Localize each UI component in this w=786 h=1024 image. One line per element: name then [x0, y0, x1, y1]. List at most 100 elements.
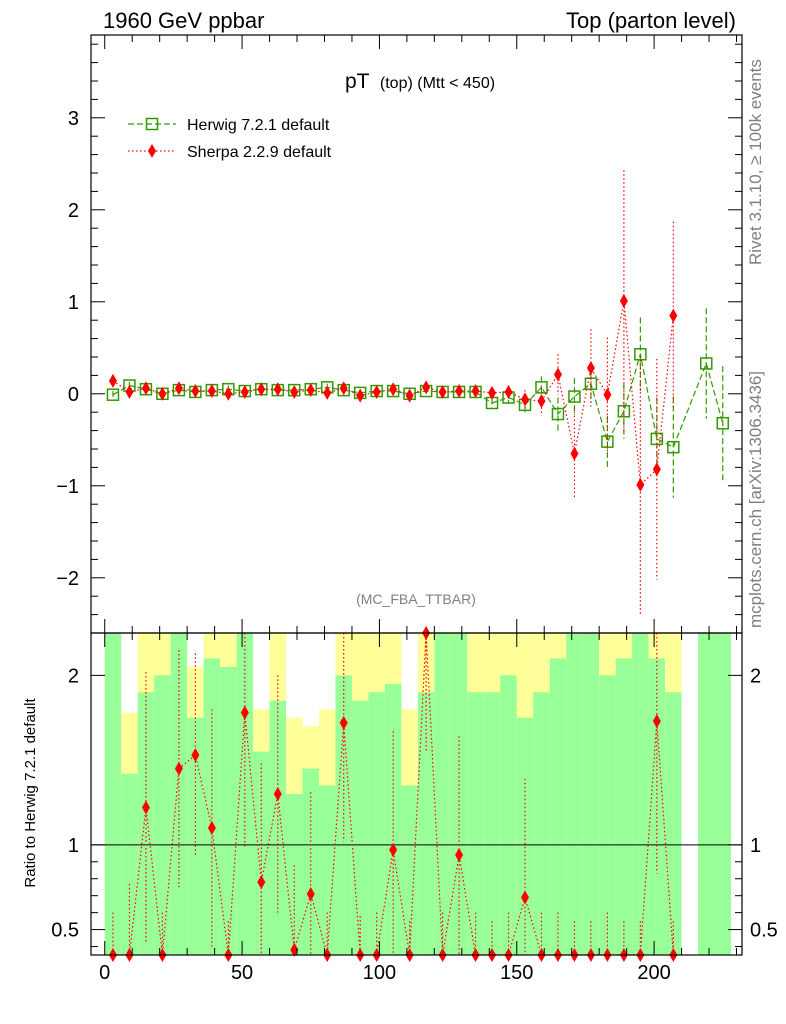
- axis-ticks: −2 −1 0 1 2 3 0 50 100 150 200 0.5 0.5 1 1 2 2: [51, 35, 778, 984]
- sherpa-marker: [603, 387, 612, 402]
- ratio-y-tick-label: 2: [68, 665, 79, 687]
- herwig-marker: [617, 405, 631, 418]
- legend-sherpa-marker: [148, 144, 156, 158]
- ratio-sherpa-marker: [191, 748, 200, 763]
- herwig-marker: [106, 388, 120, 401]
- ratio-sherpa-marker: [652, 714, 661, 729]
- sherpa-marker: [438, 384, 447, 399]
- main-y-tick-label: 0: [68, 384, 79, 406]
- ratio-band-inner: [483, 692, 501, 955]
- herwig-marker: [667, 440, 680, 454]
- ratio-band-inner: [368, 692, 385, 955]
- ratio-sherpa-marker: [290, 942, 299, 957]
- ratio-series-layer: [108, 626, 678, 962]
- ratio-y-tick-label: 0.5: [51, 920, 79, 942]
- ratio-band-inner: [516, 717, 534, 955]
- header-left: 1960 GeV ppbar: [103, 8, 264, 33]
- ratio-frame: [90, 632, 743, 956]
- header-right: Top (parton level): [566, 8, 736, 33]
- ratio-band-inner: [220, 666, 237, 955]
- sherpa-marker: [652, 462, 661, 477]
- main-series-layer: [106, 170, 730, 614]
- sherpa-marker: [488, 385, 497, 400]
- sherpa-marker: [125, 384, 134, 399]
- main-y-tick-label: 3: [68, 108, 79, 130]
- sherpa-line: [112, 300, 674, 487]
- ratio-band-inner: [187, 717, 204, 955]
- sherpa-marker: [174, 381, 183, 396]
- sherpa-marker: [356, 388, 365, 403]
- ratio-sherpa-marker: [389, 842, 398, 857]
- ratio-sherpa-marker: [273, 787, 282, 801]
- sherpa-marker: [619, 293, 628, 308]
- ratio-band-inner: [632, 633, 649, 955]
- ratio-ylabel: Ratio to Herwig 7.2.1 default: [22, 698, 39, 888]
- sherpa-marker: [636, 477, 645, 492]
- herwig-marker: [650, 432, 664, 446]
- chart-watermark: (MC_FBA_TTBAR): [356, 591, 476, 607]
- ratio-band-inner: [599, 675, 616, 955]
- ratio-sherpa-marker: [240, 705, 249, 720]
- ratio-band-inner: [648, 658, 666, 955]
- ratio-band-inner: [335, 675, 352, 955]
- ratio-y-tick-label: 1: [68, 835, 79, 857]
- side-label-mcplots: mcplots.cern.ch [arXiv:1306.3436]: [746, 371, 765, 628]
- ratio-y-tick-label-right: 1: [750, 835, 761, 857]
- ratio-band-inner: [253, 751, 270, 955]
- sherpa-marker: [521, 392, 529, 407]
- ratio-band-inner: [401, 785, 418, 955]
- ratio-sherpa-marker: [339, 715, 348, 730]
- chart-title: pT (top) (Mtt < 450): [345, 70, 495, 93]
- ratio-y-tick-label-right: 2: [750, 665, 761, 687]
- sherpa-marker: [504, 384, 513, 399]
- x-tick-label: 50: [231, 962, 253, 984]
- ratio-band-inner: [566, 633, 583, 955]
- ratio-y-tick-label-right: 0.5: [750, 920, 778, 942]
- ratio-band-inner: [137, 692, 155, 955]
- sherpa-marker: [389, 382, 398, 397]
- ratio-band-inner: [714, 633, 732, 955]
- ratio-band-inner: [450, 633, 468, 955]
- sherpa-marker: [240, 384, 249, 399]
- herwig-line: [112, 354, 724, 448]
- sherpa-marker: [372, 384, 381, 399]
- legend-herwig-label: Herwig 7.2.1 default: [187, 117, 330, 134]
- legend-herwig-marker: [145, 117, 159, 131]
- sherpa-marker: [141, 381, 150, 396]
- ratio-sherpa-marker: [141, 800, 150, 815]
- sherpa-marker: [224, 386, 233, 401]
- ratio-band-inner: [121, 773, 138, 955]
- ratio-band-inner: [104, 633, 122, 955]
- x-tick-label: 150: [500, 962, 533, 984]
- sherpa-marker: [290, 384, 299, 399]
- sherpa-marker: [108, 373, 117, 388]
- sherpa-marker: [323, 385, 332, 400]
- x-tick-label: 200: [637, 962, 670, 984]
- ratio-band-inner: [318, 785, 336, 955]
- sherpa-marker: [257, 382, 266, 397]
- sherpa-marker: [273, 382, 282, 397]
- herwig-marker: [634, 347, 647, 361]
- sherpa-marker: [471, 384, 480, 399]
- sherpa-marker: [339, 381, 348, 396]
- x-tick-label: 100: [363, 962, 396, 984]
- ratio-band-inner: [434, 633, 451, 955]
- sherpa-marker: [191, 384, 200, 399]
- ratio-band-inner: [582, 633, 600, 955]
- sherpa-marker: [553, 367, 562, 382]
- sherpa-marker: [306, 383, 315, 398]
- sherpa-marker: [422, 380, 431, 395]
- sherpa-marker: [158, 386, 167, 401]
- ratio-band-inner: [351, 700, 369, 955]
- sherpa-marker: [405, 388, 414, 403]
- ratio-band-inner: [549, 658, 567, 955]
- ratio-sherpa-marker: [455, 848, 464, 863]
- chart-title-main: pT: [345, 70, 370, 93]
- ratio-sherpa-marker: [521, 890, 529, 905]
- side-label-rivet: Rivet 3.1.10, ≥ 100k events: [746, 59, 765, 265]
- herwig-marker: [716, 416, 730, 430]
- main-y-tick-label: −2: [56, 568, 79, 590]
- legend: Herwig 7.2.1 default Sherpa 2.2.9 defaul…: [128, 117, 332, 161]
- ratio-band-inner: [154, 675, 171, 955]
